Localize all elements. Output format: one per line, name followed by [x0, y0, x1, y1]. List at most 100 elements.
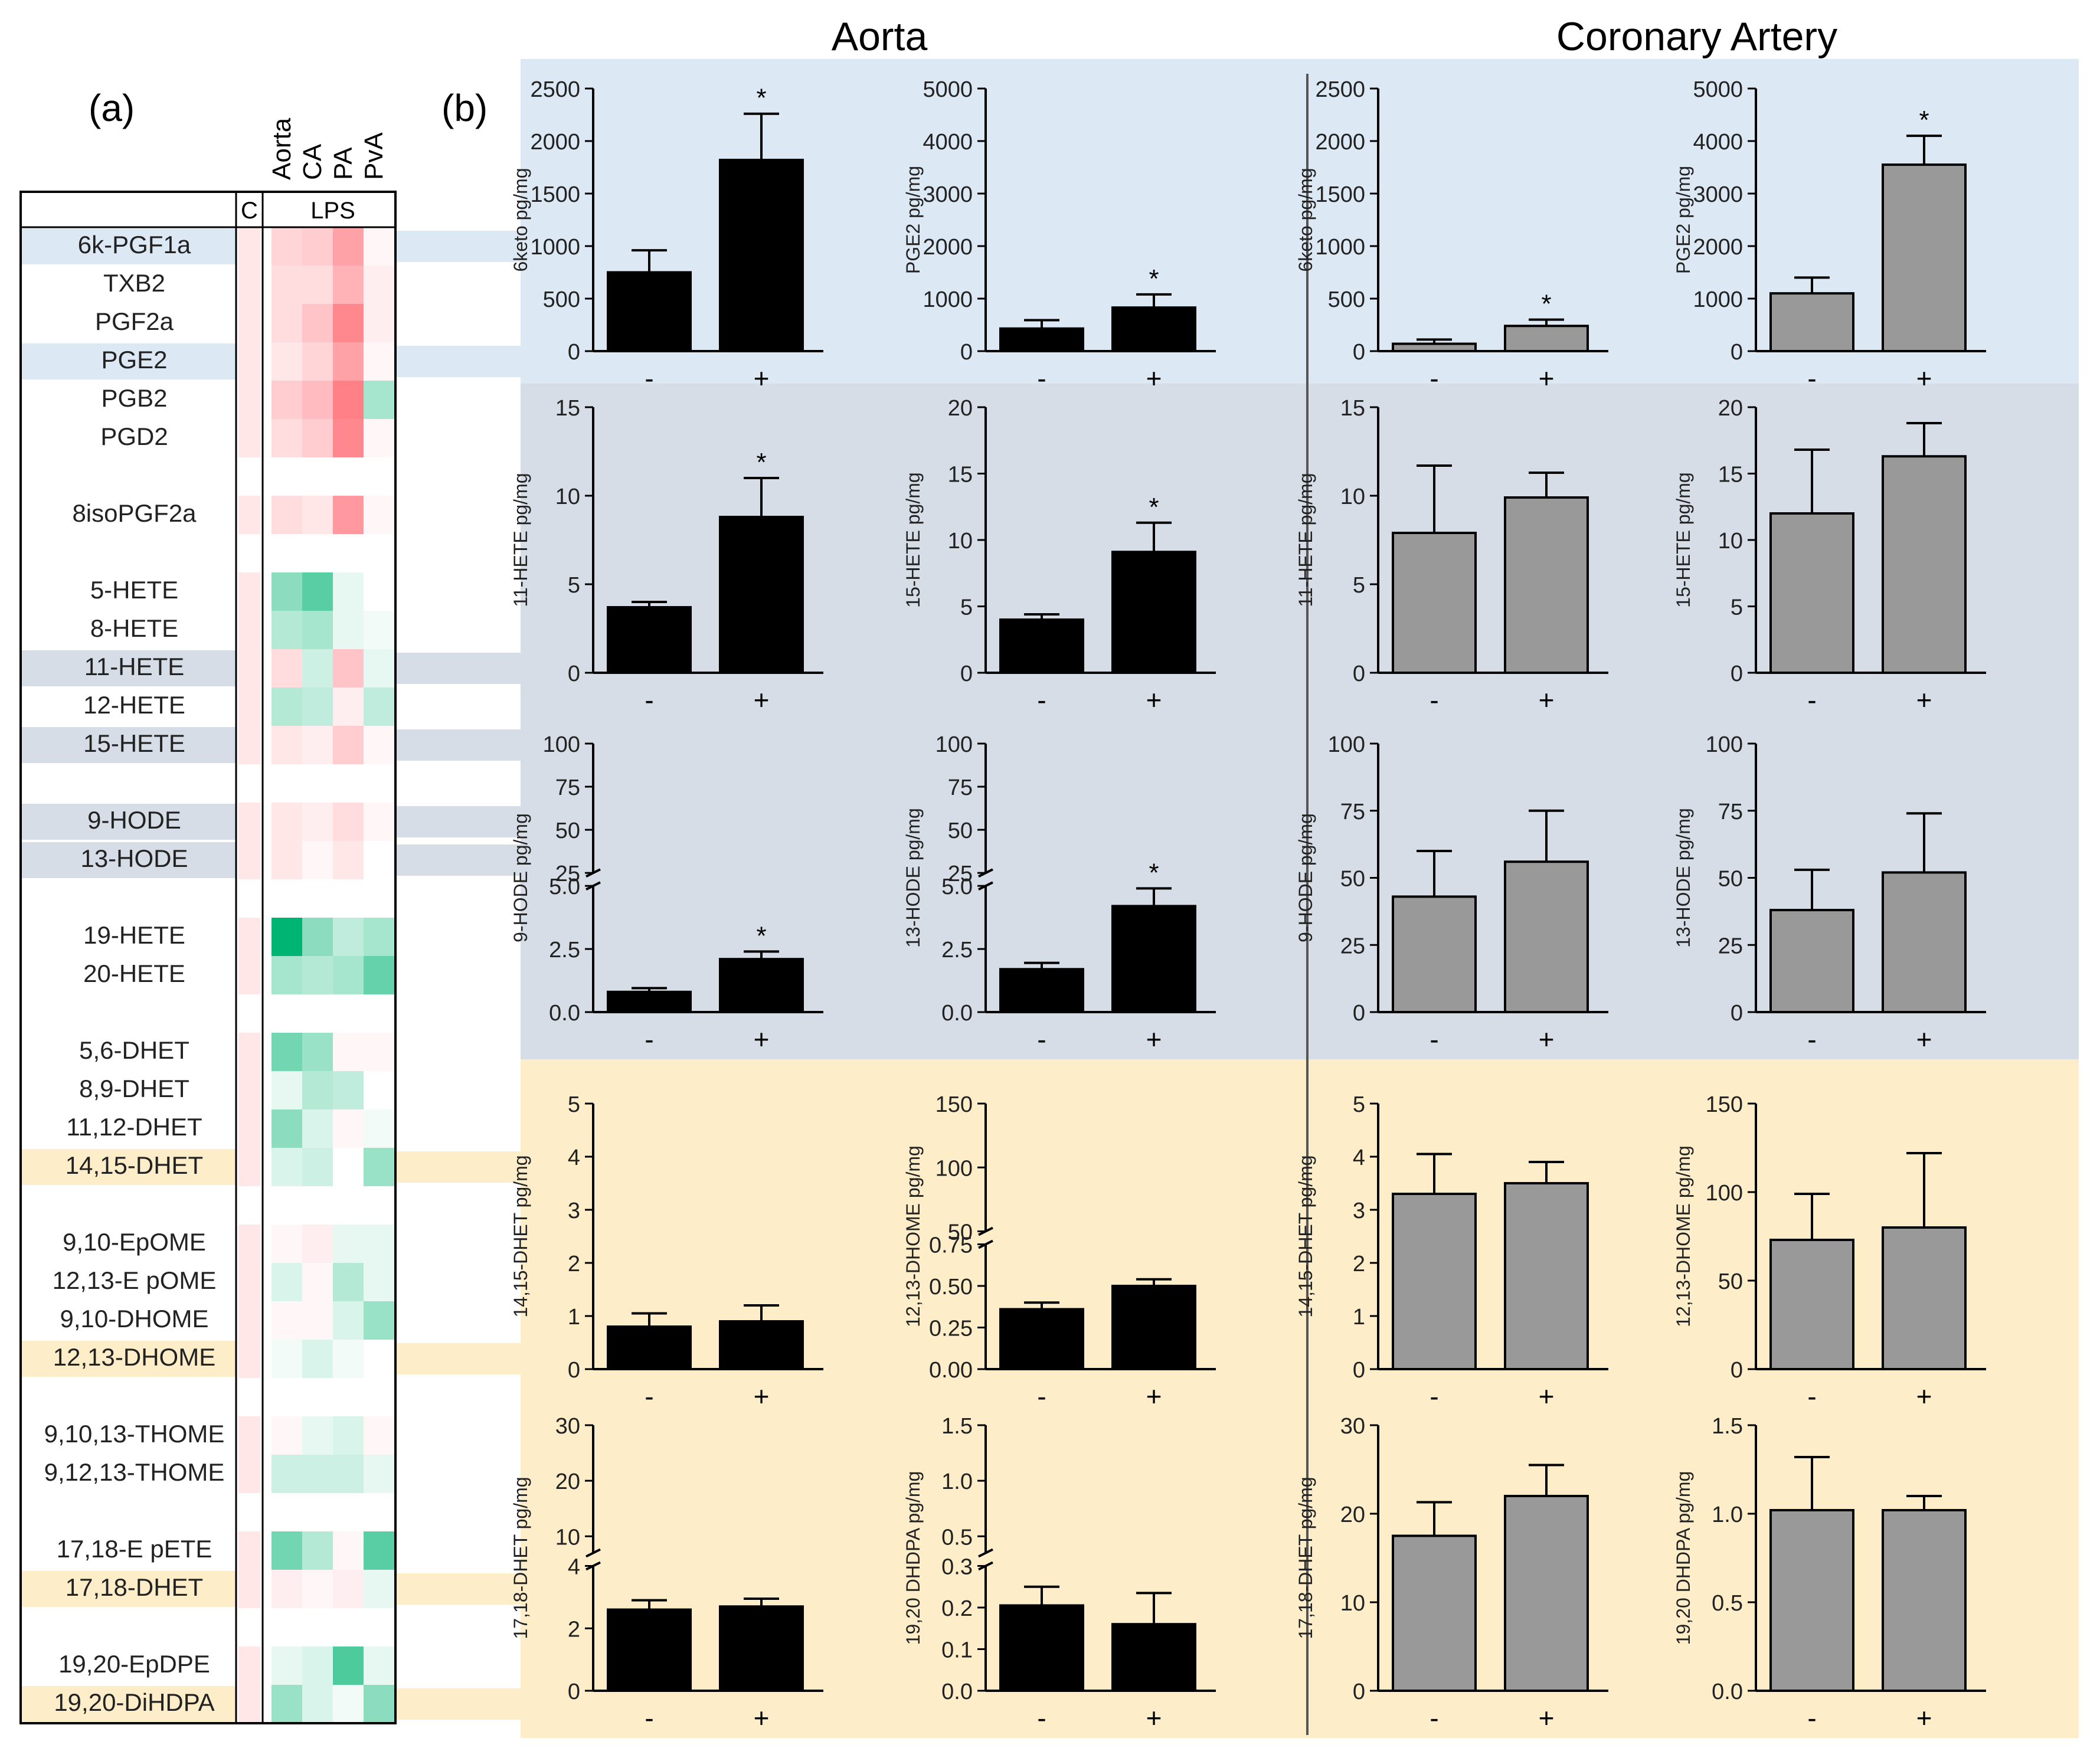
heatmap-cell: [302, 1071, 333, 1109]
heatmap-cell: [238, 419, 260, 457]
tissue-label: PvA: [359, 132, 388, 180]
y-tick-label: 2500: [1315, 77, 1365, 102]
x-tick-label: -: [1037, 1381, 1046, 1412]
heatmap-row: 12,13-E pOME: [53, 1263, 394, 1301]
y-axis-label: 6keto pg/mg: [510, 168, 531, 271]
row-connectors: [397, 231, 521, 1720]
row-highlight: [21, 228, 236, 264]
y-tick-label: 1.5: [1712, 1414, 1743, 1439]
heatmap-cell: [364, 1033, 394, 1071]
y-tick-label: 100: [935, 732, 973, 757]
heatmap-cell: [302, 841, 333, 879]
heatmap-cell: [302, 1148, 333, 1186]
y-tick-label: 10: [1340, 1591, 1365, 1616]
row-highlight: [21, 343, 236, 379]
heatmap-cell: [333, 572, 364, 611]
x-tick-label: -: [645, 685, 653, 715]
y-tick-label: 5: [568, 1092, 580, 1117]
bar: [1392, 532, 1477, 674]
heatmap-cell: [333, 956, 364, 994]
y-axis-label: 19,20 DHDPA pg/mg: [1673, 1471, 1694, 1645]
heatmap-cell: [272, 496, 302, 534]
heatmap-row-label: 9,12,13-THOME: [44, 1458, 225, 1486]
bar-chart: 0 500 1000 1500 2000 2500 6keto pg/mg - + *: [510, 77, 823, 394]
heatmap-cell: [333, 1646, 364, 1685]
connector-strip: [397, 231, 521, 262]
y-tick-label: 15: [1718, 463, 1743, 487]
heatmap-cell: [272, 688, 302, 726]
y-axis-label: 13-HODE pg/mg: [902, 808, 924, 948]
heatmap-row-label: TXB2: [103, 269, 165, 297]
heatmap-row-label: 20-HETE: [83, 960, 185, 987]
x-tick-label: -: [1037, 1703, 1046, 1733]
heatmap-cell: [272, 1071, 302, 1109]
y-tick-label: 150: [935, 1092, 973, 1117]
x-tick-label: -: [1430, 363, 1438, 394]
y-tick-label: 0.5: [1712, 1591, 1743, 1616]
heatmap-cell: [238, 1263, 260, 1301]
column-title-aorta: Aorta: [832, 14, 928, 59]
heatmap-cell: [333, 342, 364, 381]
y-tick-label: 150: [1706, 1092, 1743, 1117]
y-tick-label: 0: [1353, 1680, 1365, 1704]
y-tick-label: 5000: [1693, 77, 1743, 102]
y-tick-label: 1000: [1693, 287, 1743, 312]
y-tick-label: 4000: [923, 130, 973, 155]
y-tick-label: 0: [1353, 1001, 1365, 1026]
heatmap-cell: [238, 1340, 260, 1378]
heatmap-cell: [272, 227, 302, 266]
heatmap-cell: [302, 1263, 333, 1301]
heatmap-cell: [333, 1531, 364, 1570]
heatmap-row-label: 17,18-DHET: [66, 1573, 203, 1601]
heatmap-cell: [272, 381, 302, 419]
panel-b-label: (b): [441, 87, 488, 129]
bar: [1111, 1285, 1196, 1370]
heatmap-cell: [364, 1225, 394, 1263]
heatmap-cell: [302, 342, 333, 381]
y-tick-label: 0: [1353, 662, 1365, 686]
y-tick-label: 2: [568, 1617, 580, 1642]
bar: [1769, 1509, 1854, 1692]
y-tick-label: 1: [568, 1305, 580, 1330]
bar: [1882, 1509, 1967, 1692]
bar: [607, 1608, 692, 1692]
heatmap-cell: [238, 1109, 260, 1148]
x-tick-label: +: [754, 363, 770, 394]
heatmap-row-label: 11,12-DHET: [66, 1113, 202, 1141]
bar-chart: 0 50 100 150 12,13-DHOME pg/mg - +: [1673, 1092, 1986, 1412]
heatmap-cell: [364, 803, 394, 841]
y-tick-label: 2000: [530, 130, 580, 155]
bar: [1111, 551, 1196, 674]
heatmap-row-label: 5,6-DHET: [79, 1036, 189, 1064]
y-tick-label: 5: [1353, 1092, 1365, 1117]
heatmap-row-label: 12,13-DHOME: [53, 1343, 215, 1371]
heatmap-cell: [302, 611, 333, 649]
heatmap-cell: [238, 1148, 260, 1186]
heatmap-cell: [272, 1225, 302, 1263]
y-tick-label: 50: [948, 819, 973, 843]
bar: [607, 606, 692, 674]
bar: [1882, 455, 1967, 674]
y-tick-label: 75: [948, 775, 973, 800]
x-tick-label: +: [1539, 685, 1555, 715]
y-tick-label: 4: [568, 1145, 580, 1170]
heatmap-row-label: 12-HETE: [83, 691, 185, 719]
heatmap-cell: [333, 419, 364, 457]
heatmap-cell: [238, 572, 260, 611]
connector-strip: [397, 653, 521, 684]
heatmap-row: 17,18-E pETE: [57, 1531, 394, 1570]
x-tick-label: +: [1916, 363, 1932, 394]
y-tick-label: 1.0: [1712, 1503, 1743, 1527]
y-tick-label: 100: [1706, 1181, 1743, 1206]
heatmap-cell: [333, 266, 364, 304]
heatmap-cell: [364, 1570, 394, 1608]
heatmap-row: PGD2: [100, 419, 394, 457]
y-tick-label: 5.0: [549, 875, 580, 899]
heatmap-cell: [302, 1455, 333, 1493]
y-tick-label: 500: [1328, 287, 1365, 312]
panel-a-label: (a): [89, 87, 135, 129]
x-tick-label: +: [1146, 685, 1162, 715]
heatmap-cell: [364, 1263, 394, 1301]
bar-chart: 0 2 4 10 20 30 17,18-DHET pg/mg - +: [510, 1414, 823, 1733]
